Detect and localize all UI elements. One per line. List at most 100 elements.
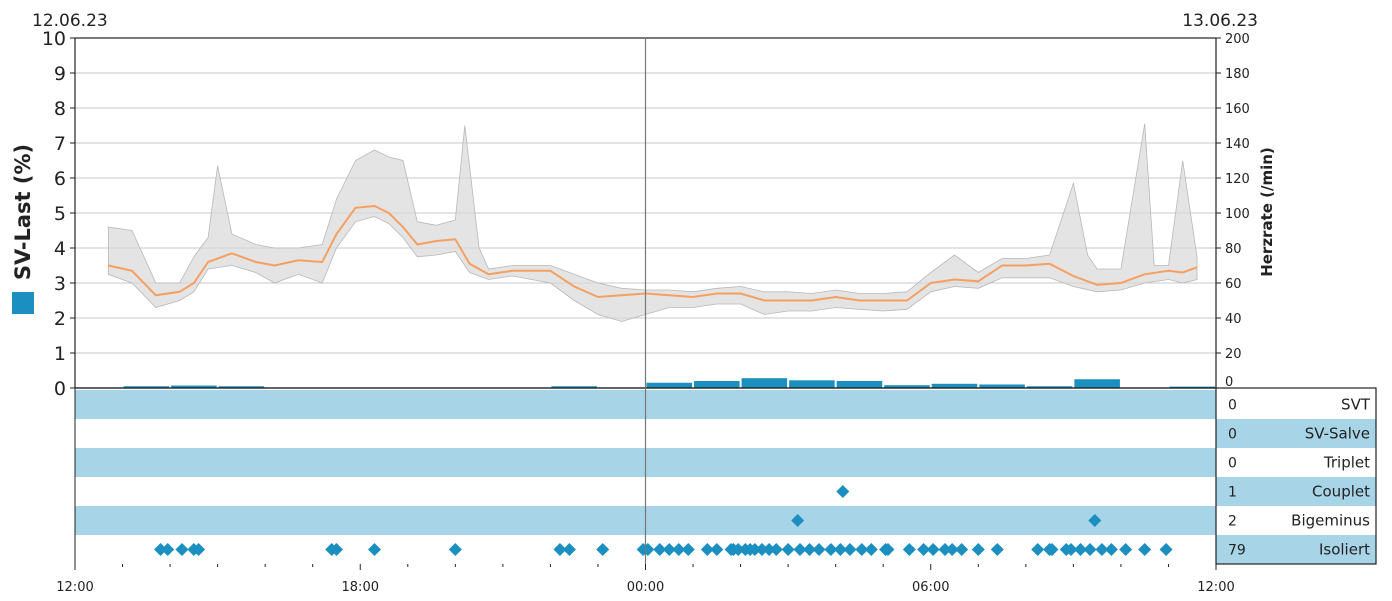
event-marker xyxy=(681,543,695,556)
left-tick-label: 2 xyxy=(54,308,66,330)
event-row-labels: 0 SVT 0 SV-Salve 0 Triplet 1 Couplet 2 Bigeminus 7… xyxy=(1228,396,1371,559)
event-marker xyxy=(824,543,838,556)
event-marker xyxy=(762,543,776,556)
event-marker xyxy=(154,543,168,556)
row-label-band xyxy=(1216,535,1376,564)
event-label: Triplet xyxy=(1323,454,1370,472)
right-tick-label: 60 xyxy=(1225,277,1242,292)
sv-load-bar xyxy=(551,386,597,388)
event-label: SV-Salve xyxy=(1305,425,1370,443)
event-marker xyxy=(641,543,655,556)
right-tick-label: 40 xyxy=(1225,312,1242,327)
event-marker xyxy=(833,543,847,556)
sv-load-bar xyxy=(1026,386,1073,388)
event-marker xyxy=(836,485,850,498)
left-tick-label: 4 xyxy=(54,238,66,260)
event-marker xyxy=(855,543,869,556)
right-tick-label: 200 xyxy=(1225,32,1250,47)
legend-swatch xyxy=(12,292,34,314)
y-axis-right-label: Herzrate (/min) xyxy=(1258,147,1276,277)
left-tick-label: 9 xyxy=(54,63,66,85)
event-marker xyxy=(448,543,462,556)
x-tick-label: 12:00 xyxy=(1197,580,1234,595)
event-marker xyxy=(843,543,857,556)
left-axis-ticks: 0 1 2 3 4 5 6 7 8 9 10 xyxy=(42,28,75,400)
x-axis-ticks: 12:00 18:00 00:00 06:00 12:00 xyxy=(56,564,1235,595)
event-marker xyxy=(1095,543,1109,556)
event-marker xyxy=(368,543,382,556)
date-right-label: 13.06.23 xyxy=(1182,11,1258,31)
event-marker xyxy=(1083,543,1097,556)
right-tick-label: 160 xyxy=(1225,102,1250,117)
sv-load-bar xyxy=(931,383,978,388)
left-tick-label: 5 xyxy=(54,203,66,225)
sv-load-bars xyxy=(123,378,1215,388)
sv-load-bar xyxy=(1074,379,1120,388)
x-tick-label: 00:00 xyxy=(627,580,664,595)
sv-load-bar xyxy=(123,386,170,388)
event-markers xyxy=(154,485,1173,556)
event-marker xyxy=(710,543,724,556)
right-tick-label: 20 xyxy=(1225,347,1242,362)
left-tick-label: 7 xyxy=(54,133,66,155)
event-count: 1 xyxy=(1228,485,1237,501)
heart-rate-range xyxy=(107,123,1198,322)
sv-load-bar xyxy=(694,381,740,388)
right-axis-ticks: 0 20 40 60 80 100 120 140 160 180 200 xyxy=(1216,32,1250,390)
event-marker xyxy=(662,543,676,556)
left-tick-label: 3 xyxy=(54,273,66,295)
event-marker xyxy=(1104,543,1118,556)
event-marker xyxy=(672,543,686,556)
event-marker xyxy=(881,543,895,556)
sv-load-bar xyxy=(171,385,217,388)
event-marker xyxy=(562,543,576,556)
right-tick-label: 80 xyxy=(1225,242,1242,257)
right-tick-label: 0 xyxy=(1225,375,1233,390)
sv-load-bar xyxy=(1169,386,1215,388)
event-marker xyxy=(917,543,931,556)
right-tick-label: 180 xyxy=(1225,67,1250,82)
event-label: Couplet xyxy=(1312,483,1370,501)
event-marker xyxy=(902,543,916,556)
row-label-band xyxy=(1216,477,1376,506)
event-marker xyxy=(731,543,745,556)
event-label: SVT xyxy=(1341,396,1371,414)
event-marker xyxy=(1031,543,1045,556)
y-axis-left-label: SV-Last (%) xyxy=(11,144,35,280)
event-label: Bigeminus xyxy=(1291,512,1370,530)
event-marker xyxy=(700,543,714,556)
event-count: 0 xyxy=(1228,398,1237,414)
x-tick-label: 12:00 xyxy=(56,580,93,595)
event-marker xyxy=(1159,543,1173,556)
event-marker xyxy=(175,543,189,556)
sv-load-bar xyxy=(218,386,265,388)
x-tick-label: 06:00 xyxy=(912,580,949,595)
event-marker xyxy=(812,543,826,556)
event-marker xyxy=(971,543,985,556)
row-label-band xyxy=(1216,419,1376,448)
left-tick-label: 6 xyxy=(54,168,66,190)
event-marker xyxy=(793,543,807,556)
right-tick-label: 140 xyxy=(1225,137,1250,152)
event-count: 79 xyxy=(1228,543,1246,559)
event-marker xyxy=(553,543,567,556)
sv-load-bar xyxy=(836,381,883,388)
event-marker xyxy=(1088,514,1102,527)
event-marker xyxy=(192,543,206,556)
event-marker xyxy=(791,514,805,527)
left-tick-label: 0 xyxy=(54,378,66,400)
event-marker xyxy=(1138,543,1152,556)
left-tick-label: 10 xyxy=(42,28,66,50)
event-marker xyxy=(161,543,175,556)
event-marker xyxy=(803,543,817,556)
sv-load-bar xyxy=(646,382,693,388)
event-label: Isoliert xyxy=(1319,541,1370,559)
left-tick-label: 1 xyxy=(54,343,66,365)
sv-load-bar xyxy=(979,384,1025,388)
event-marker xyxy=(864,543,878,556)
event-count: 2 xyxy=(1228,514,1237,530)
right-tick-label: 100 xyxy=(1225,207,1250,222)
event-count: 0 xyxy=(1228,427,1237,443)
event-marker xyxy=(1045,543,1059,556)
label-column-frame xyxy=(1215,387,1377,565)
